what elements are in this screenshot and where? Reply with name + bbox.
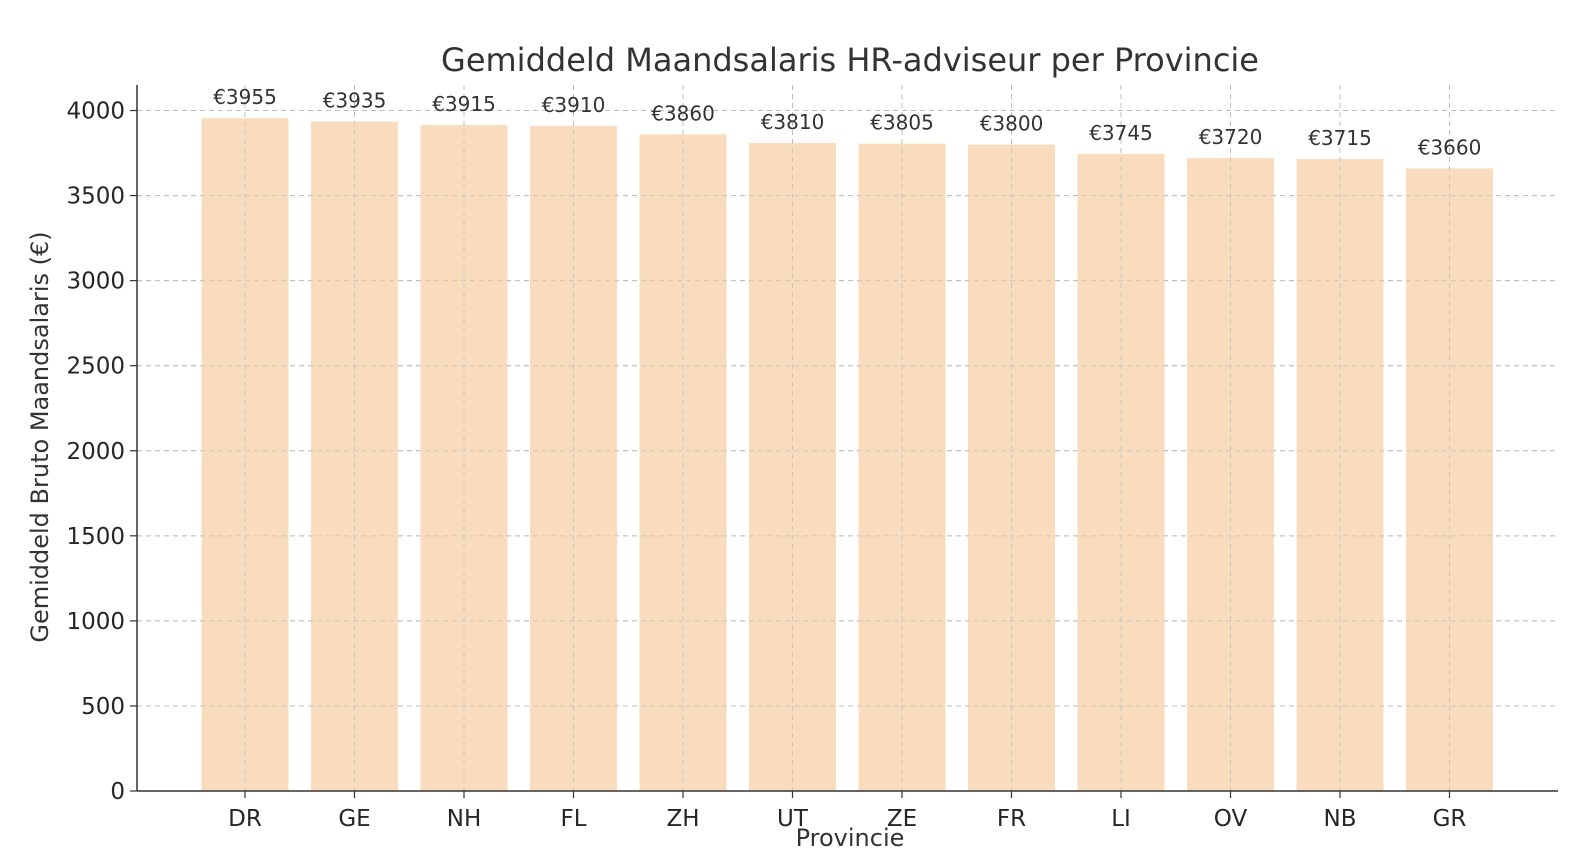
x-tick-label: NH xyxy=(447,806,482,832)
bar-value-label: €3860 xyxy=(651,101,715,125)
x-tick-label: LI xyxy=(1111,806,1131,832)
bar-value-label: €3910 xyxy=(542,93,606,117)
bar-value-label: €3715 xyxy=(1308,126,1372,150)
x-tick-label: FR xyxy=(997,806,1026,832)
x-tick-label: UT xyxy=(777,806,809,832)
y-tick-label: 1000 xyxy=(66,609,125,635)
bar-value-label: €3660 xyxy=(1418,135,1482,159)
chart-title: Gemiddeld Maandsalaris HR-adviseur per P… xyxy=(441,41,1259,79)
y-axis-label: Gemiddeld Bruto Maandsalaris (€) xyxy=(26,231,54,642)
x-tick-label: ZE xyxy=(887,806,917,832)
x-tick-label: GR xyxy=(1433,806,1467,832)
x-tick-label: GE xyxy=(338,806,370,832)
bar-gr xyxy=(1406,168,1493,792)
x-tick-label: DR xyxy=(228,806,262,832)
x-axis-label: Provincie xyxy=(796,824,905,852)
bars xyxy=(137,85,1558,792)
y-tick-label: 1500 xyxy=(66,524,125,550)
bar-value-label: €3720 xyxy=(1199,125,1263,149)
bar-value-label: €3935 xyxy=(323,89,387,113)
bar-value-label: €3745 xyxy=(1089,121,1153,145)
axes: 0 500 1000 1500 2000 2500 3000 3500 4000 DR GE NH FL… xyxy=(66,85,1558,832)
y-tick-label: 2000 xyxy=(66,439,125,465)
bar-value-label: €3955 xyxy=(213,85,277,109)
x-tick-label: ZH xyxy=(666,806,699,832)
bar-value-label: €3810 xyxy=(761,110,825,134)
y-tick-label: 0 xyxy=(110,779,125,805)
y-tick-label: 500 xyxy=(81,694,125,720)
bar-value-label: €3805 xyxy=(870,111,934,135)
x-tick-label: FL xyxy=(560,806,586,832)
y-tick-label: 3000 xyxy=(66,269,125,295)
y-tick-label: 3500 xyxy=(66,184,125,210)
bar-value-label: €3800 xyxy=(980,112,1044,136)
data-labels: €3955 €3935 €3915 €3910 €3860 €3810 €3805 €3800… xyxy=(213,85,1481,159)
y-tick-label: 2500 xyxy=(66,354,125,380)
x-tick-label: NB xyxy=(1324,806,1357,832)
y-tick-label: 4000 xyxy=(66,99,125,125)
x-tick-label: OV xyxy=(1214,806,1248,832)
bar-value-label: €3915 xyxy=(432,92,496,116)
